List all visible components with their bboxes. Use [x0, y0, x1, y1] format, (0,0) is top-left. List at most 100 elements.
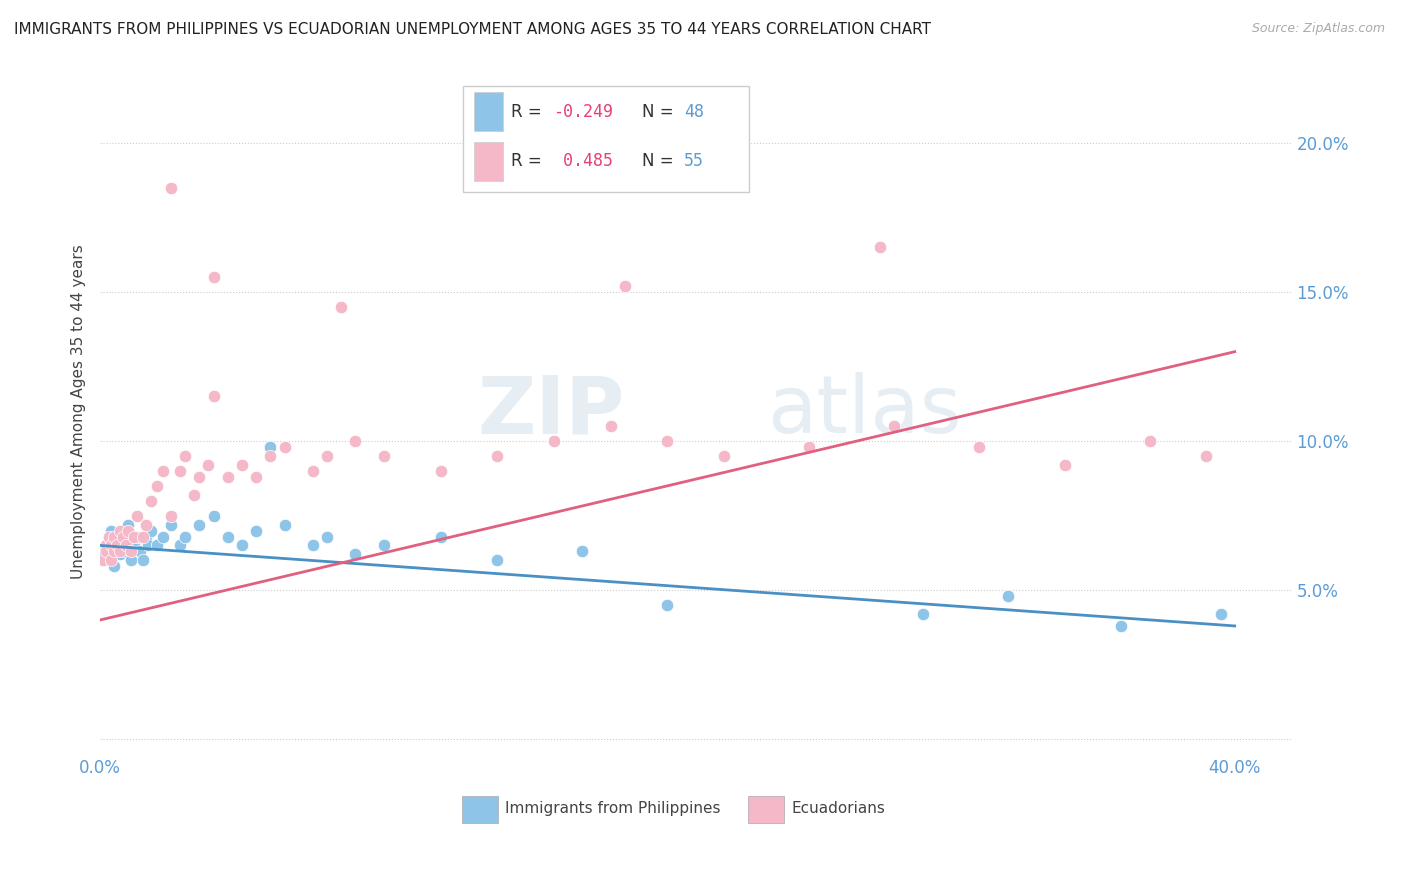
Point	[108, 548, 131, 562]
Point	[197, 458, 219, 472]
FancyBboxPatch shape	[474, 142, 503, 180]
Point	[131, 529, 153, 543]
Text: N =: N =	[643, 152, 679, 170]
Point	[146, 479, 169, 493]
FancyBboxPatch shape	[464, 86, 749, 192]
Point	[94, 538, 117, 552]
Text: Ecuadorians: Ecuadorians	[792, 801, 884, 816]
Point	[169, 538, 191, 552]
Point	[114, 538, 136, 552]
Point	[117, 517, 139, 532]
Point	[245, 524, 267, 538]
Point	[657, 434, 679, 449]
Point	[869, 240, 891, 254]
Point	[103, 538, 125, 552]
Point	[259, 440, 281, 454]
Text: 48: 48	[683, 103, 704, 120]
Point	[141, 493, 163, 508]
Point	[969, 440, 991, 454]
Text: IMMIGRANTS FROM PHILIPPINES VS ECUADORIAN UNEMPLOYMENT AMONG AGES 35 TO 44 YEARS: IMMIGRANTS FROM PHILIPPINES VS ECUADORIA…	[14, 22, 931, 37]
Text: 0.485: 0.485	[553, 152, 613, 170]
Point	[1053, 458, 1076, 472]
Point	[571, 544, 593, 558]
Point	[100, 538, 122, 552]
Point	[713, 449, 735, 463]
Text: 55: 55	[683, 152, 704, 170]
Point	[103, 529, 125, 543]
Point	[1109, 619, 1132, 633]
Point	[373, 449, 395, 463]
Text: ZIP: ZIP	[477, 372, 624, 450]
Point	[799, 440, 821, 454]
Point	[122, 529, 145, 543]
Point	[117, 524, 139, 538]
Point	[97, 553, 120, 567]
Point	[183, 488, 205, 502]
Point	[120, 544, 142, 558]
Point	[599, 419, 621, 434]
Point	[91, 553, 114, 567]
Point	[202, 270, 225, 285]
Text: Immigrants from Philippines: Immigrants from Philippines	[505, 801, 721, 816]
Point	[94, 544, 117, 558]
Text: Source: ZipAtlas.com: Source: ZipAtlas.com	[1251, 22, 1385, 36]
Point	[128, 544, 150, 558]
Point	[174, 529, 197, 543]
Point	[202, 508, 225, 523]
Point	[344, 434, 367, 449]
Point	[486, 553, 509, 567]
Point	[486, 449, 509, 463]
Point	[188, 470, 211, 484]
Point	[117, 538, 139, 552]
Point	[316, 529, 339, 543]
Point	[613, 279, 636, 293]
Point	[105, 538, 128, 552]
Point	[138, 538, 160, 552]
Point	[141, 524, 163, 538]
Point	[160, 180, 183, 194]
Point	[344, 548, 367, 562]
Point	[245, 470, 267, 484]
Text: atlas: atlas	[768, 372, 962, 450]
Point	[169, 464, 191, 478]
Point	[217, 529, 239, 543]
Point	[103, 559, 125, 574]
Point	[883, 419, 905, 434]
FancyBboxPatch shape	[463, 796, 498, 823]
Point	[131, 553, 153, 567]
Point	[302, 538, 325, 552]
Point	[273, 440, 295, 454]
Point	[259, 449, 281, 463]
Point	[316, 449, 339, 463]
Point	[1209, 607, 1232, 621]
Text: R =: R =	[512, 103, 547, 120]
Point	[103, 544, 125, 558]
Point	[111, 529, 134, 543]
Point	[1195, 449, 1218, 463]
Point	[373, 538, 395, 552]
Point	[125, 529, 148, 543]
Point	[105, 529, 128, 543]
Point	[429, 464, 451, 478]
Point	[114, 544, 136, 558]
Point	[114, 529, 136, 543]
Point	[94, 538, 117, 552]
Point	[330, 300, 353, 314]
Point	[543, 434, 565, 449]
Point	[100, 544, 122, 558]
Point	[231, 538, 253, 552]
Point	[657, 598, 679, 612]
Point	[108, 524, 131, 538]
Point	[429, 529, 451, 543]
Point	[174, 449, 197, 463]
Text: -0.249: -0.249	[553, 103, 613, 120]
Point	[134, 529, 156, 543]
Point	[105, 544, 128, 558]
Point	[134, 517, 156, 532]
Point	[125, 508, 148, 523]
Point	[160, 508, 183, 523]
Point	[1139, 434, 1161, 449]
Point	[108, 533, 131, 547]
Point	[997, 589, 1019, 603]
FancyBboxPatch shape	[748, 796, 785, 823]
